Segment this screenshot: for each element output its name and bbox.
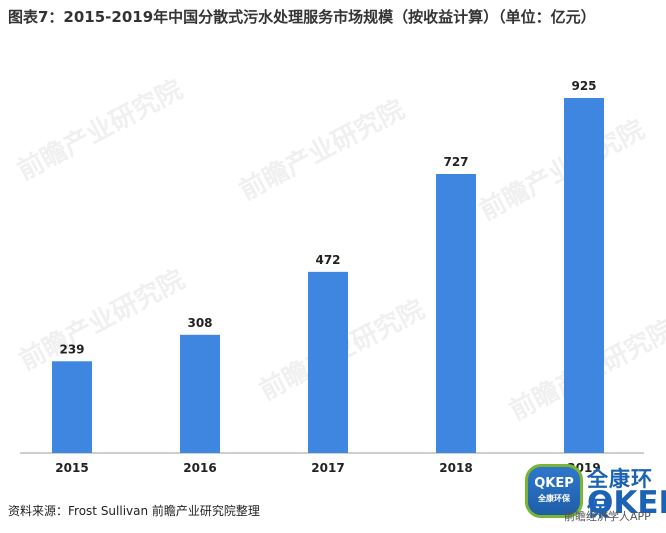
labels-layer: 239 308 472 727 925	[59, 79, 596, 356]
data-label-2015: 239	[59, 342, 84, 356]
chart-title: 图表7：2015-2019年中国分散式污水处理服务市场规模（按收益计算）（单位：…	[8, 8, 596, 26]
x-tick-2018: 2018	[439, 461, 472, 475]
brand-badge-subtitle: 全康环保	[538, 494, 570, 503]
bar-2019	[564, 98, 604, 453]
brand-english-name: QKEP	[587, 485, 666, 521]
data-label-2016: 308	[187, 316, 212, 330]
bar-2018	[436, 173, 476, 453]
bars-layer	[52, 98, 604, 453]
x-tick-2017: 2017	[311, 461, 344, 475]
source-note: 资料来源：Frost Sullivan 前瞻产业研究院整理	[8, 504, 260, 518]
bar-2017	[308, 271, 348, 453]
brand-badge: QKEP 全康环保	[525, 464, 583, 518]
ticks-layer: 2015 2016 2017 2018 2019	[55, 461, 600, 475]
brand-overlay: QKEP 全康环保 全康环保 QKEP 前瞻经济学人APP	[521, 462, 666, 533]
brand-bottom-text: 前瞻经济学人APP	[564, 510, 651, 523]
data-label-2018: 727	[443, 155, 468, 169]
x-tick-2016: 2016	[183, 461, 216, 475]
data-label-2019: 925	[571, 79, 596, 93]
brand-chinese-name: 全康环保	[587, 467, 653, 521]
brand-badge-title: QKEP	[534, 476, 574, 491]
bar-2016	[180, 334, 220, 453]
data-label-2017: 472	[315, 253, 340, 267]
x-tick-2015: 2015	[55, 461, 88, 475]
bar-2015	[52, 361, 92, 453]
